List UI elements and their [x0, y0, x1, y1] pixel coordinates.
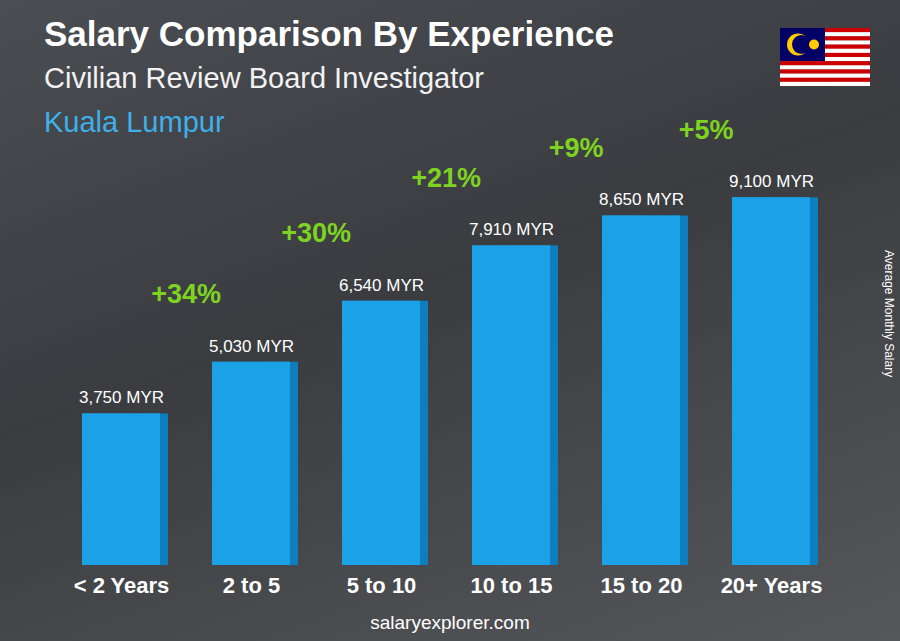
svg-text:5,030 MYR: 5,030 MYR [209, 337, 294, 356]
svg-text:2 to 5: 2 to 5 [223, 573, 280, 598]
html-text:Civilian Review Board Investig: Civilian Review Board Investigator [44, 62, 484, 94]
html-text:salaryexplorer.com: salaryexplorer.com [370, 612, 530, 633]
svg-text:< 2 Years: < 2 Years [74, 573, 170, 598]
svg-text:+21%: +21% [411, 163, 481, 193]
svg-text:20+ Years: 20+ Years [721, 573, 823, 598]
svg-text:15 to 20: 15 to 20 [601, 573, 683, 598]
svg-text:9,100 MYR: 9,100 MYR [729, 172, 814, 191]
svg-text:7,910 MYR: 7,910 MYR [469, 220, 554, 239]
svg-text:+34%: +34% [151, 279, 221, 309]
svg-text:10 to 15: 10 to 15 [471, 573, 553, 598]
svg-text:6,540 MYR: 6,540 MYR [339, 276, 424, 295]
html-text:Average Monthly Salary: Average Monthly Salary [882, 250, 896, 378]
svg-text:3,750 MYR: 3,750 MYR [79, 388, 164, 407]
svg-text:+5%: +5% [679, 115, 734, 145]
svg-text:8,650 MYR: 8,650 MYR [599, 190, 684, 209]
html-text:Kuala Lumpur: Kuala Lumpur [44, 106, 225, 138]
svg-text:+30%: +30% [281, 218, 351, 248]
svg-text:+9%: +9% [549, 133, 604, 163]
html-text:Salary Comparison By Experienc: Salary Comparison By Experience [44, 14, 614, 53]
svg-text:5 to 10: 5 to 10 [347, 573, 417, 598]
